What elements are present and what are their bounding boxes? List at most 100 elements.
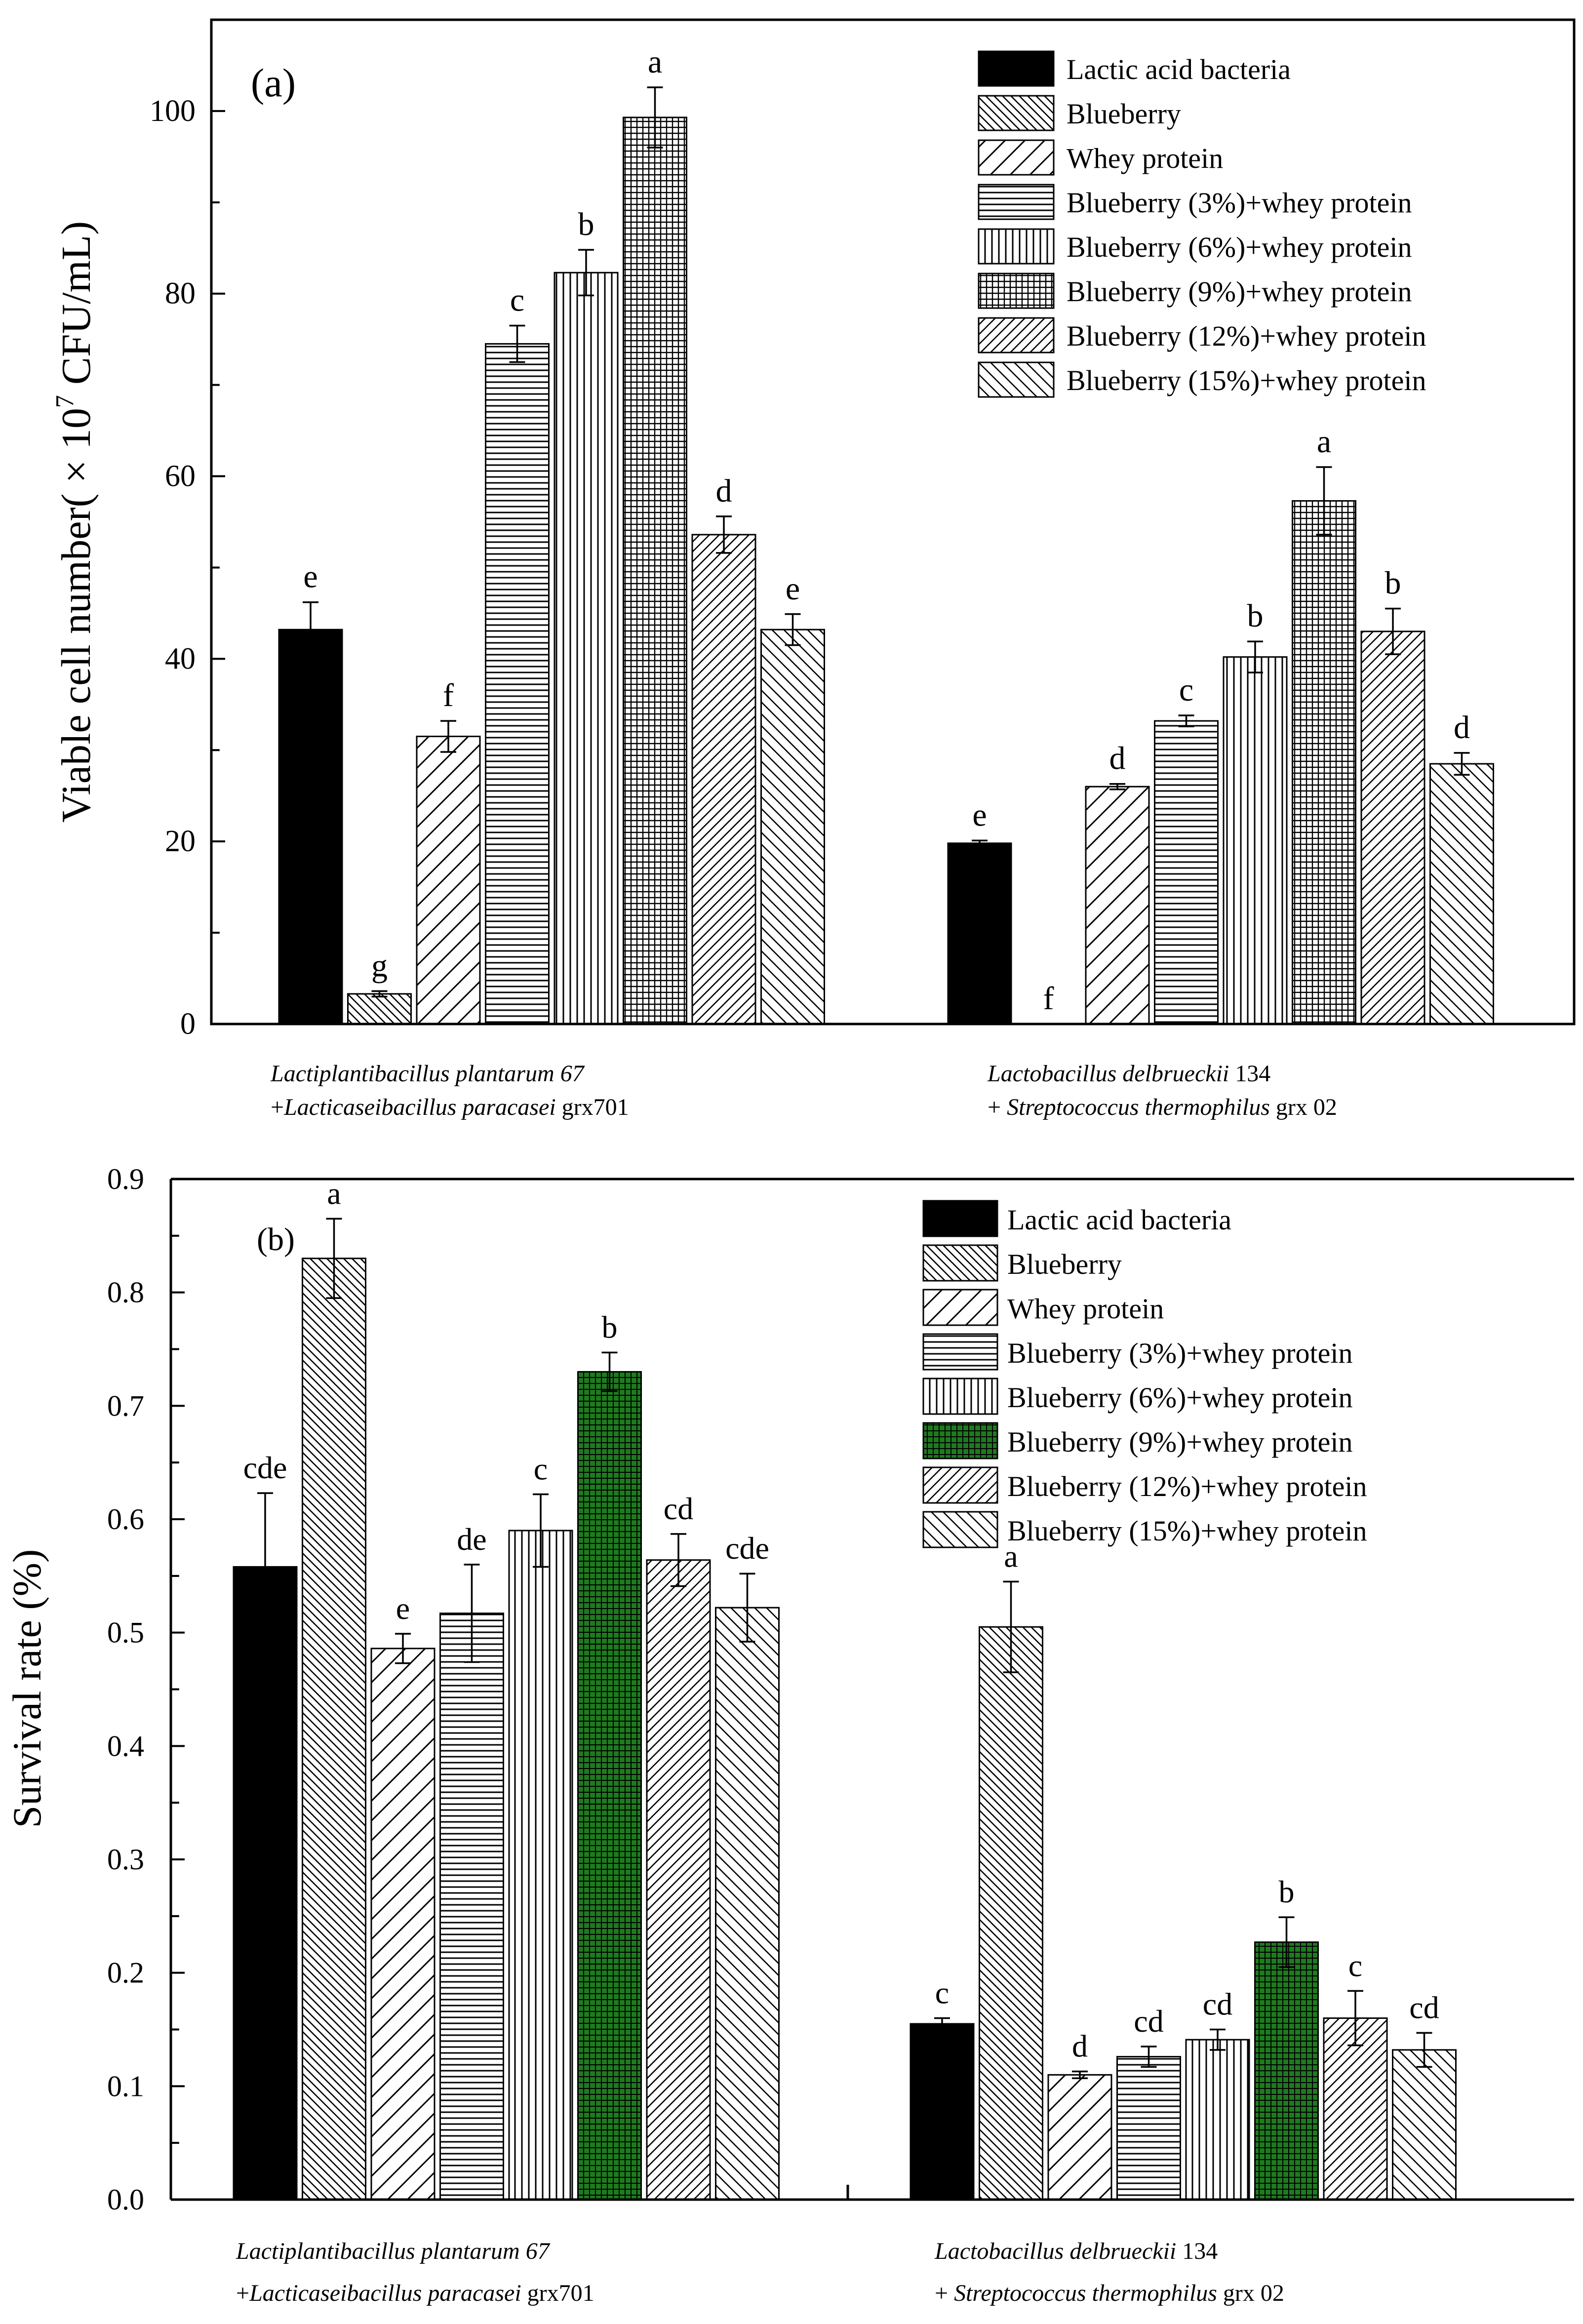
panel-b-legend-swatch-blueberry-9-whey-protein	[922, 1422, 998, 1459]
panel-b-bar-blueberry-12-whey-protein-group-1	[646, 1559, 711, 2201]
panel-a-bar-blueberry-9-whey-protein-group-2-letter: a	[1317, 424, 1331, 460]
panel-b-y-tick-label-3: 0.3	[107, 1843, 144, 1876]
panel-b-bar-lactic-acid-bacteria-group-2	[910, 2023, 975, 2201]
panel-b-legend-swatch-blueberry	[922, 1244, 998, 1282]
panel-b-legend-label-whey-protein: Whey protein	[1007, 1293, 1164, 1325]
panel-b-bar-blueberry-12-whey-protein-group-1-error	[671, 1533, 686, 1587]
panel-a-bar-blueberry-9-whey-protein-group-2-error	[1316, 466, 1332, 536]
panel-a-bar-blueberry-6-whey-protein-group-1-letter: b	[578, 206, 594, 242]
panel-b-legend-swatch-blueberry-12-whey-protein	[922, 1466, 998, 1504]
panel-b-bar-blueberry-3-whey-protein-group-2-error	[1141, 2046, 1157, 2068]
panel-b-bar-blueberry-6-whey-protein-group-1-error	[533, 1493, 549, 1568]
panel-b-group-label-2: Lactobacillus delbrueckii 134	[934, 2238, 1218, 2264]
panel-a-bar-blueberry-3-whey-protein-group-2	[1154, 720, 1219, 1025]
panel-a-bar-whey-protein-group-2-error	[1109, 783, 1125, 790]
panel-b-bar-blueberry-3-whey-protein-group-2-letter: cd	[1134, 2004, 1163, 2039]
panel-a-bar-whey-protein-group-2	[1085, 786, 1150, 1025]
panel-a-legend-label-blueberry-12-whey-protein: Blueberry (12%)+whey protein	[1067, 320, 1426, 352]
panel-a-bar-blueberry-9-whey-protein-group-1-error	[647, 86, 663, 149]
panel-b-legend-label-blueberry-15-whey-protein: Blueberry (15%)+whey protein	[1007, 1515, 1367, 1547]
panel-b-bar-blueberry-9-whey-protein-group-1-letter: b	[602, 1309, 618, 1344]
panel-a-legend-label-lactic-acid-bacteria: Lactic acid bacteria	[1067, 53, 1291, 85]
panel-a-legend-swatch-whey-protein	[978, 139, 1055, 176]
panel-b-bar-blueberry-12-whey-protein-group-2-error	[1347, 1990, 1363, 2047]
panel-a-bar-whey-protein-group-2-letter: d	[1109, 741, 1126, 777]
panel-a-legend-label-whey-protein: Whey protein	[1067, 142, 1223, 174]
panel-a-legend: Lactic acid bacteria Blueberry Whey protei…	[978, 50, 1426, 398]
panel-b-y-axis-label: Survival rate (%)	[4, 1549, 49, 1828]
panel-b-legend-swatch-blueberry-3-whey-protein	[922, 1333, 998, 1371]
panel-b-bar-lactic-acid-bacteria-group-1-letter: cde	[243, 1450, 287, 1485]
panel-b-bars	[233, 1258, 1457, 2201]
panel-b-y-tick-label-9: 0.9	[107, 1163, 144, 1195]
panel-a-bar-blueberry-group-1	[347, 993, 412, 1025]
panel-b-bar-blueberry-6-whey-protein-group-2-letter: cd	[1203, 1987, 1232, 2022]
panel-b-legend-label-blueberry: Blueberry	[1007, 1248, 1122, 1280]
panel-b-bar-blueberry-3-whey-protein-group-2	[1116, 2056, 1181, 2201]
panel-b-bar-blueberry-group-2-error	[1003, 1580, 1019, 1673]
panel-a-legend-swatch-lactic-acid-bacteria	[978, 50, 1055, 87]
panel-a-bar-blueberry-3-whey-protein-group-1-error	[509, 324, 525, 363]
panel-b-legend-swatch-whey-protein	[922, 1289, 998, 1326]
panel-b-bar-whey-protein-group-1-letter: e	[396, 1591, 410, 1626]
panel-b-bar-blueberry-group-1	[302, 1258, 366, 2201]
panel-a-bar-blueberry-15-whey-protein-group-1	[760, 629, 825, 1025]
panel-b-group-label-1-line2: +Lacticaseibacillus paracasei grx701	[236, 2280, 594, 2306]
panel-b-bar-whey-protein-group-1-error	[395, 1633, 411, 1664]
panel-a-y-tick-label-5: 100	[150, 94, 196, 128]
panel-a-legend-swatch-blueberry-3-whey-protein	[978, 184, 1055, 220]
panel-b-bar-blueberry-15-whey-protein-group-2-error	[1416, 2032, 1432, 2068]
panel-a-legend-label-blueberry-6-whey-protein: Blueberry (6%)+whey protein	[1067, 231, 1412, 263]
panel-b-bar-blueberry-6-whey-protein-group-2	[1185, 2039, 1250, 2201]
panel-b-bar-whey-protein-group-2-letter: d	[1072, 2028, 1088, 2063]
panel-a-bar-blueberry-3-whey-protein-group-1	[485, 343, 550, 1025]
panel-b-bar-lactic-acid-bacteria-group-1-error	[257, 1492, 273, 1642]
panel-a-legend-label-blueberry-9-whey-protein: Blueberry (9%)+whey protein	[1067, 276, 1412, 308]
panel-a-bar-blueberry-group-1-error	[371, 990, 388, 998]
panel-a-bar-lactic-acid-bacteria-group-2-error	[972, 839, 988, 847]
panel-a-bar-blueberry-12-whey-protein-group-2-error	[1385, 607, 1401, 655]
panel-b-bar-blueberry-3-whey-protein-group-1-letter: de	[457, 1522, 486, 1557]
panel-b-y-tick-label-8: 0.8	[107, 1276, 144, 1309]
panel-b-bar-blueberry-group-1-error	[326, 1218, 342, 1299]
panel-b-tag: (b)	[257, 1221, 295, 1258]
panel-a-error-bars	[303, 86, 1470, 998]
panel-b-bar-blueberry-15-whey-protein-group-2	[1392, 2049, 1457, 2201]
panel-b-bar-blueberry-9-whey-protein-group-2-letter: b	[1279, 1874, 1295, 1909]
panel-b-bar-blueberry-3-whey-protein-group-1	[439, 1613, 504, 2201]
panel-a-bar-blueberry-12-whey-protein-group-1-error	[716, 515, 732, 554]
panel-b-y-tick-label-4: 0.4	[107, 1730, 144, 1762]
panel-a-group-label-2-line2: + Streptococcus thermophilus grx 02	[988, 1094, 1337, 1120]
panel-a-bar-blueberry-9-whey-protein-group-1-letter: a	[648, 44, 662, 80]
panel-a-legend-swatch-blueberry	[978, 95, 1055, 131]
panel-a-bar-blueberry-12-whey-protein-group-2-letter: b	[1385, 565, 1401, 601]
panel-a-bar-blueberry-15-whey-protein-group-2	[1429, 763, 1494, 1025]
panel-a-bar-blueberry-15-whey-protein-group-2-letter: d	[1454, 709, 1470, 746]
panel-a-y-tick-label-2: 40	[165, 642, 196, 675]
panel-a-bar-lactic-acid-bacteria-group-2-letter: e	[972, 797, 987, 833]
panel-a-y-axis-label: Viable cell number( × 107 CFU/mL)	[51, 221, 99, 823]
panel-a-legend-swatch-blueberry-9-whey-protein	[978, 273, 1055, 309]
panel-b-legend-swatch-blueberry-15-whey-protein	[922, 1511, 998, 1548]
panel-b-group-label-1: Lactiplantibacillus plantarum 67	[236, 2238, 551, 2264]
panel-a-bar-whey-protein-group-1-error	[440, 720, 456, 753]
panel-a-legend-label-blueberry-15-whey-protein: Blueberry (15%)+whey protein	[1067, 364, 1426, 396]
panel-a-bar-lactic-acid-bacteria-group-1-error	[303, 601, 318, 658]
panel-a-legend-label-blueberry-3-whey-protein: Blueberry (3%)+whey protein	[1067, 187, 1412, 219]
panel-a-y-tick-label-0: 0	[180, 1007, 196, 1041]
panel-a-bar-whey-protein-group-1-letter: f	[443, 677, 454, 713]
panel-a-bar-blueberry-15-whey-protein-group-1-error	[785, 613, 801, 646]
panel-b-y-tick-label-5: 0.5	[107, 1616, 144, 1649]
panel-b-legend-label-blueberry-9-whey-protein: Blueberry (9%)+whey protein	[1007, 1426, 1352, 1458]
panel-a-legend-swatch-blueberry-12-whey-protein	[978, 317, 1055, 354]
panel-b-y-tick-label-1: 0.1	[107, 2070, 144, 2102]
panel-b-y-ticks: 0.0 0.1 0.2 0.3 0.4 0.5 0.6 0.7 0.8 0.9	[107, 1163, 185, 2216]
panel-b-bar-blueberry-12-whey-protein-group-2	[1323, 2017, 1388, 2201]
panel-b-bar-whey-protein-group-2	[1047, 2074, 1112, 2201]
panel-a-group-label-2: Lactobacillus delbrueckii 134	[987, 1061, 1270, 1087]
panel-b-bar-blueberry-3-whey-protein-group-1-error	[464, 1564, 480, 1663]
panel-a-bar-blueberry-3-whey-protein-group-2-letter: c	[1179, 672, 1193, 708]
panel-b-bar-blueberry-9-whey-protein-group-1-error	[601, 1351, 618, 1392]
